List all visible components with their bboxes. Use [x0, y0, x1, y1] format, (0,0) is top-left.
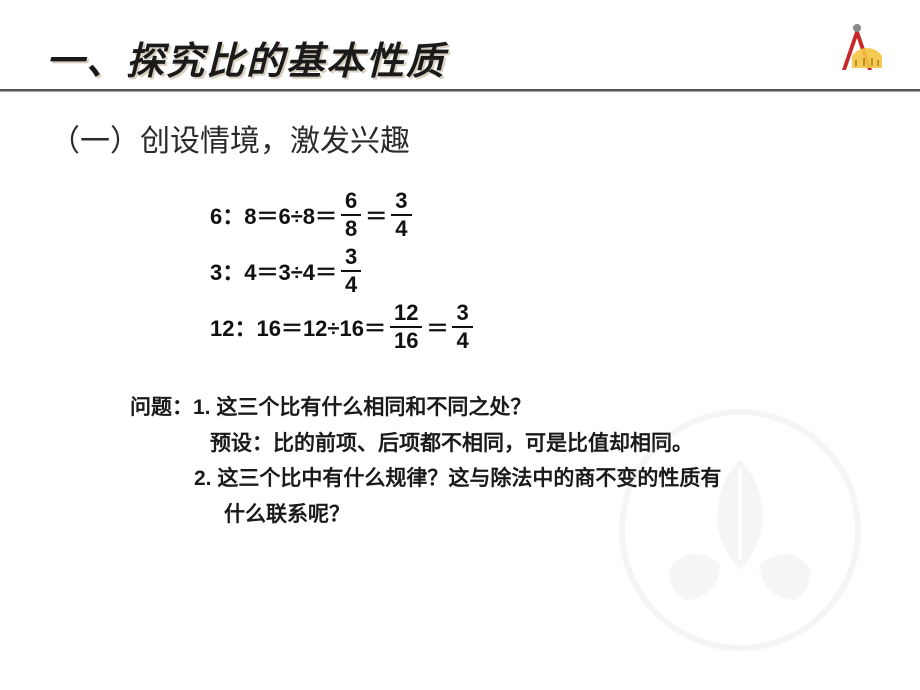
preset-text: 比的前项、后项都不相同，可是比值却相同。	[273, 432, 693, 455]
section-title: 一、探究比的基本性质	[46, 30, 920, 85]
question-1: 1. 这三个比有什么相同和不同之处？	[193, 396, 531, 419]
equation-lhs: 3：4＝3÷4＝	[210, 255, 337, 287]
question-2a: 2. 这三个比中有什么规律？这与除法中的商不变的性质有	[194, 461, 920, 497]
preset-label: 预设：	[210, 432, 273, 455]
equation-row: 6：8＝6÷8＝ 6 8 ＝ 3 4	[210, 192, 920, 238]
preset-line: 预设：比的前项、后项都不相同，可是比值却相同。	[210, 426, 920, 462]
equals-sign: ＝	[426, 311, 448, 343]
equals-sign: ＝	[365, 199, 387, 231]
fraction: 3 4	[341, 246, 361, 296]
slide: 一、探究比的基本性质 （一）创设情境，激发兴趣 6：8＝6÷8＝ 6 8 ＝ 3…	[0, 0, 920, 690]
equation-block: 6：8＝6÷8＝ 6 8 ＝ 3 4 3：4＝3÷4＝ 3 4 12：16＝12…	[210, 192, 920, 350]
subsection-title: （一）创设情境，激发兴趣	[50, 116, 920, 160]
equation-lhs: 6：8＝6÷8＝	[210, 199, 337, 231]
compass-protractor-icon	[822, 18, 892, 78]
fraction: 3 4	[391, 190, 411, 240]
question-label: 问题：	[130, 396, 193, 419]
fraction: 3 4	[452, 302, 472, 352]
question-block: 问题：1. 这三个比有什么相同和不同之处？ 预设：比的前项、后项都不相同，可是比…	[130, 390, 920, 533]
question-2b: 什么联系呢？	[224, 497, 920, 533]
equation-row: 3：4＝3÷4＝ 3 4	[210, 248, 920, 294]
fraction: 12 16	[390, 302, 422, 352]
title-underline	[0, 89, 920, 92]
equation-row: 12：16＝12÷16＝ 12 16 ＝ 3 4	[210, 304, 920, 350]
fraction: 6 8	[341, 190, 361, 240]
equation-lhs: 12：16＝12÷16＝	[210, 311, 386, 343]
question-line: 问题：1. 这三个比有什么相同和不同之处？	[130, 390, 920, 426]
